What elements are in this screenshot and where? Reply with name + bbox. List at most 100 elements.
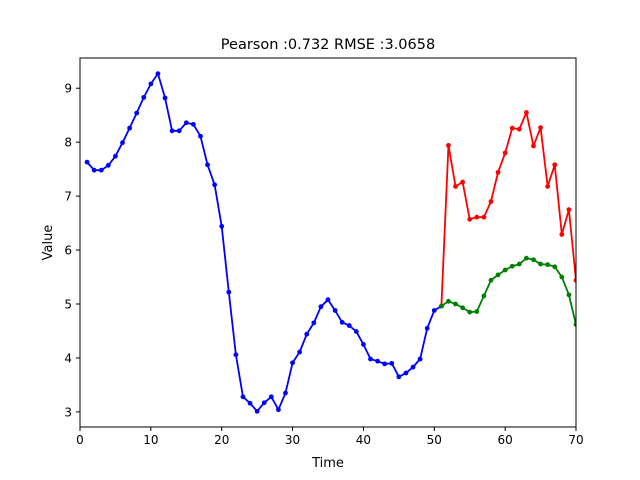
data-point [573, 322, 576, 327]
data-point [389, 360, 395, 366]
data-point [524, 110, 529, 115]
data-point [453, 301, 458, 307]
x-axis-ticks: 0 10 20 30 40 50 60 70 [76, 427, 584, 447]
data-point [446, 298, 451, 304]
x-tick-label: 30 [285, 433, 300, 447]
data-point [339, 319, 345, 325]
data-point [460, 179, 466, 185]
data-point [531, 257, 536, 263]
plot-area [79, 57, 577, 428]
data-point [190, 121, 196, 127]
data-point [552, 264, 558, 270]
data-point [219, 223, 225, 229]
data-point [268, 394, 274, 400]
data-point [169, 128, 175, 134]
x-tick-label: 0 [76, 433, 84, 447]
data-point [573, 277, 576, 283]
y-tick-label: 8 [64, 136, 72, 150]
data-point [226, 289, 232, 295]
data-point [495, 272, 501, 278]
data-point [254, 408, 260, 414]
data-point [183, 120, 189, 126]
data-point [212, 182, 218, 188]
data-point [481, 293, 487, 299]
data-point [410, 364, 416, 370]
data-point [559, 232, 565, 237]
x-tick-label: 10 [143, 433, 158, 447]
data-point [141, 94, 147, 100]
data-point [368, 356, 373, 362]
data-point [233, 352, 239, 358]
data-point [467, 309, 473, 315]
data-point [488, 277, 494, 283]
data-point [325, 297, 331, 303]
data-point [453, 183, 458, 189]
data-point [162, 95, 168, 101]
data-point [481, 214, 487, 220]
data-point [105, 162, 111, 168]
series-1 [84, 71, 444, 414]
data-point [516, 261, 522, 267]
data-point [91, 167, 97, 173]
data-point [460, 305, 466, 311]
y-tick-label: 7 [64, 190, 72, 204]
data-point [488, 199, 494, 204]
data-point [382, 361, 388, 367]
data-point [446, 142, 451, 148]
data-point [311, 320, 317, 326]
x-tick-label: 20 [214, 433, 229, 447]
data-point [403, 370, 409, 376]
data-point [516, 126, 522, 132]
data-point [559, 274, 565, 280]
y-tick-label: 3 [64, 405, 72, 419]
x-tick-label: 70 [568, 433, 583, 447]
data-point [502, 150, 508, 156]
data-point [545, 262, 551, 268]
data-point [134, 110, 140, 116]
data-point [113, 153, 118, 159]
x-tick-label: 40 [356, 433, 371, 447]
data-point [552, 162, 558, 168]
x-tick-label: 50 [427, 433, 442, 447]
data-point [531, 143, 536, 149]
data-point [545, 183, 551, 189]
data-point [127, 125, 132, 131]
data-point [332, 308, 338, 313]
data-point [290, 360, 295, 366]
data-point [538, 261, 543, 267]
data-point [304, 331, 310, 337]
data-point [424, 325, 430, 331]
data-point [524, 255, 529, 261]
y-tick-label: 4 [64, 351, 72, 365]
data-point [509, 125, 515, 131]
data-point [148, 81, 154, 87]
data-point [198, 133, 203, 139]
y-axis-label: Value [41, 225, 56, 261]
series-layer [84, 71, 576, 414]
data-point [247, 400, 253, 406]
chart-title: Pearson :0.732 RMSE :3.0658 [221, 37, 435, 53]
data-point [261, 400, 267, 406]
data-point [375, 358, 380, 364]
data-point [84, 159, 90, 165]
data-point [502, 267, 508, 273]
data-point [155, 71, 161, 77]
data-point [474, 309, 480, 314]
y-tick-label: 9 [64, 82, 72, 96]
data-point [318, 304, 324, 310]
data-point [474, 214, 480, 220]
data-point [276, 407, 281, 413]
data-point [396, 374, 402, 380]
data-point [240, 394, 246, 400]
x-axis-label: Time [311, 456, 344, 471]
y-tick-label: 6 [64, 244, 72, 258]
data-point [566, 292, 572, 298]
data-point [120, 140, 125, 146]
data-point [438, 303, 444, 309]
data-point [495, 169, 501, 175]
data-point [283, 390, 288, 396]
data-point [538, 125, 543, 130]
data-point [205, 162, 210, 168]
